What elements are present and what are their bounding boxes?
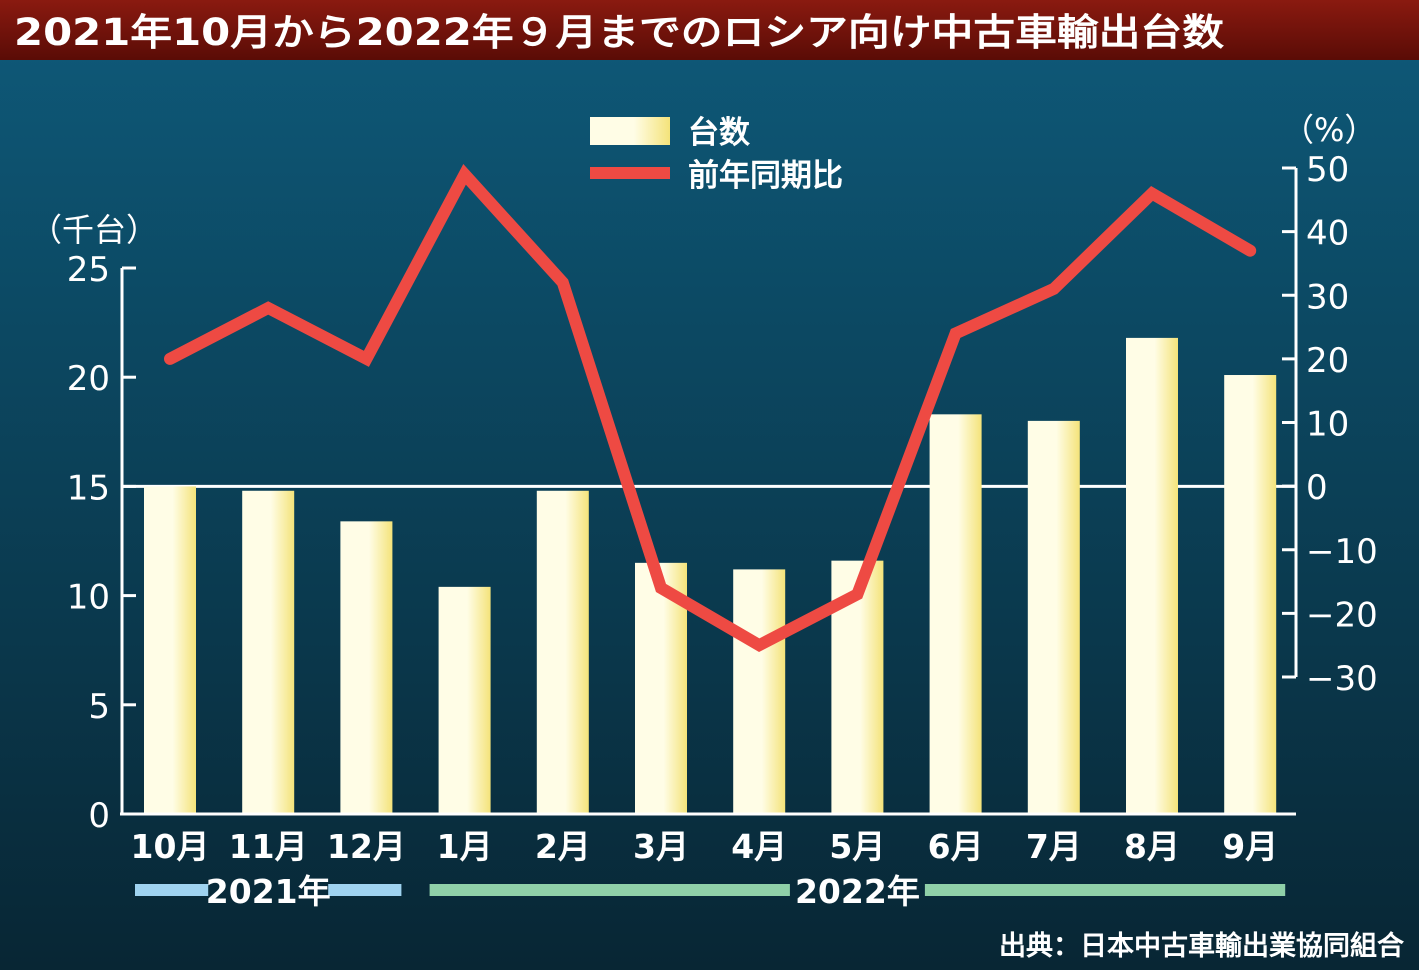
x-tick-label: 11月 — [229, 827, 308, 866]
year-band-right — [328, 884, 402, 896]
y-right-unit-label: （%） — [1282, 111, 1376, 149]
x-tick-label: 8月 — [1124, 827, 1180, 866]
y-left-tick-label: 5 — [88, 687, 110, 727]
title-band — [0, 0, 1419, 60]
y-left-tick-label: 10 — [67, 578, 110, 618]
y-right-tick-label: −10 — [1306, 532, 1378, 572]
year-group-label: 2021年 — [206, 872, 331, 911]
x-tick-label: 12月 — [327, 827, 406, 866]
x-tick-label: 10月 — [131, 827, 210, 866]
legend-swatch-bars — [590, 117, 670, 145]
legend-label-line: 前年同期比 — [688, 158, 843, 194]
y-left-tick-label: 15 — [67, 468, 110, 508]
x-tick-label: 5月 — [829, 827, 885, 866]
y-left-tick-label: 20 — [67, 359, 110, 399]
y-right-tick-label: 20 — [1306, 341, 1349, 381]
y-right-tick-label: 40 — [1306, 214, 1349, 254]
bar-12 — [1224, 375, 1277, 814]
bar-7 — [733, 569, 786, 814]
y-right-tick-label: 10 — [1306, 405, 1349, 445]
y-right-tick-label: 0 — [1306, 468, 1328, 508]
x-tick-label: 1月 — [437, 827, 493, 866]
y-right-tick-label: −20 — [1306, 595, 1378, 635]
y-left-unit-label: （千台） — [30, 211, 158, 249]
source-note: 出典：日本中古車輸出業協同組合 — [999, 930, 1404, 962]
bar-1 — [144, 486, 196, 814]
bar-5 — [536, 490, 589, 814]
y-right-tick-label: 30 — [1306, 277, 1349, 317]
y-right-tick-label: −30 — [1306, 659, 1378, 699]
bar-10 — [1027, 420, 1080, 814]
x-tick-label: 7月 — [1026, 827, 1082, 866]
legend-label-bars: 台数 — [688, 115, 750, 151]
bar-2 — [242, 490, 295, 814]
series-line-yoy — [164, 164, 1257, 653]
y-left-tick-label: 25 — [67, 250, 110, 290]
legend: 台数 前年同期比 — [590, 115, 843, 194]
bar-3 — [340, 521, 393, 814]
year-band-right — [924, 884, 1286, 896]
x-tick-label: 6月 — [928, 827, 984, 866]
x-tick-label: 2月 — [535, 827, 591, 866]
legend-swatch-line — [590, 167, 670, 179]
x-tick-label: 4月 — [731, 827, 787, 866]
x-tick-label: 3月 — [633, 827, 689, 866]
x-tick-label: 9月 — [1222, 827, 1278, 866]
plot-area: 0 5 10 15 20 25 −30 −20 −10 0 10 20 30 40 50 10月 11月 12月 1… — [67, 150, 1378, 911]
bar-11 — [1126, 337, 1178, 814]
chart-title: 2021年10月から2022年９月までのロシア向け中古車輸出台数 — [14, 11, 1224, 54]
bar-9 — [929, 414, 982, 814]
year-group-label: 2022年 — [795, 872, 920, 911]
year-band-left — [429, 884, 790, 896]
y-right-tick-label: 50 — [1306, 150, 1349, 190]
y-left-tick-label: 0 — [88, 796, 110, 836]
year-band-left — [135, 884, 209, 896]
bar-4 — [438, 586, 491, 814]
